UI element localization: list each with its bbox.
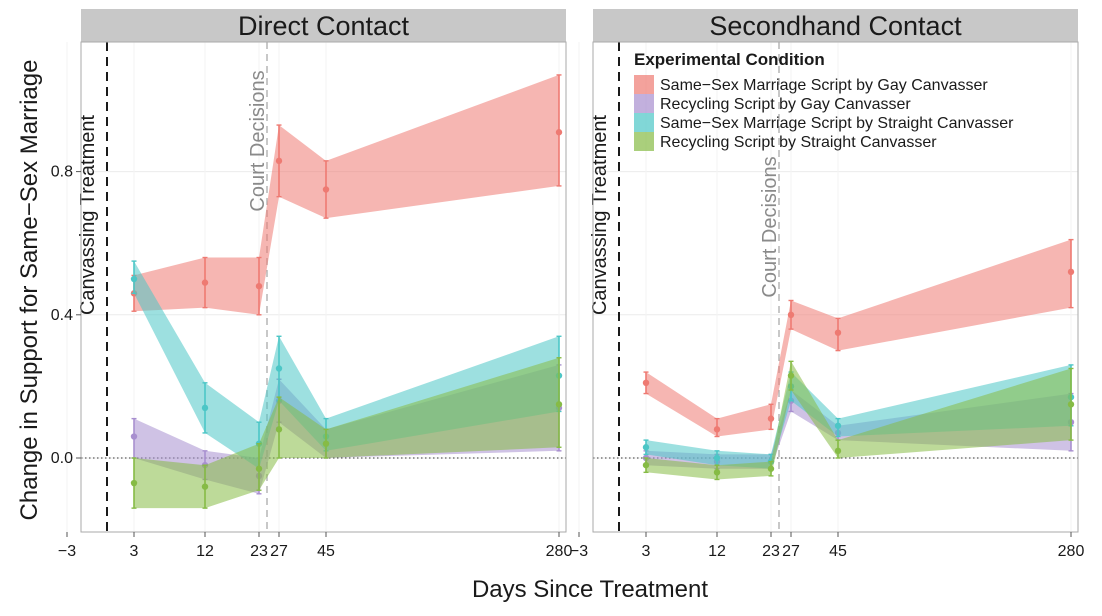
panel-title: Secondhand Contact — [709, 11, 962, 41]
y-tick-label: 0.0 — [51, 450, 73, 467]
data-point — [255, 282, 263, 290]
x-tick-label: −3 — [58, 543, 76, 560]
data-point — [834, 422, 842, 429]
data-point — [201, 279, 209, 286]
y-tick-label: 0.8 — [51, 164, 73, 181]
data-point — [322, 186, 330, 193]
data-point — [130, 275, 138, 283]
x-tick-label: 23 — [250, 543, 268, 560]
legend-label: Same−Sex Marriage Script by Gay Canvasse… — [660, 77, 988, 94]
legend-item: Same−Sex Marriage Script by Gay Canvasse… — [634, 75, 988, 94]
panel-title: Direct Contact — [238, 11, 410, 41]
data-point — [130, 479, 138, 487]
legend-swatch — [634, 75, 654, 94]
legend-item: Recycling Script by Gay Canvasser — [634, 94, 911, 113]
x-tick-label: 280 — [546, 543, 573, 560]
data-point — [713, 454, 721, 462]
data-point — [787, 311, 795, 318]
legend-title: Experimental Condition — [634, 50, 825, 69]
data-point — [275, 157, 283, 165]
data-point — [555, 129, 563, 136]
data-point — [767, 415, 775, 422]
legend-label: Recycling Script by Gay Canvasser — [660, 96, 911, 113]
legend-label: Same−Sex Marriage Script by Straight Can… — [660, 115, 1014, 132]
data-point — [555, 401, 563, 408]
court-decisions-label: Court Decisions — [759, 156, 781, 297]
data-point — [275, 365, 283, 372]
ribbon-series-1 — [646, 239, 1071, 437]
ribbon-series-4 — [646, 361, 1071, 480]
data-point — [130, 433, 138, 440]
data-point — [255, 465, 263, 472]
x-tick-label: 12 — [708, 543, 726, 560]
data-point — [1067, 268, 1075, 276]
panel-secondhand-contact: Secondhand Contact Canvassing Treatment Co… — [570, 9, 1085, 560]
panel-border — [592, 41, 1079, 533]
panel-direct-contact: Direct Contact Canvassing Treatment Court … — [58, 9, 573, 560]
data-point — [642, 461, 650, 469]
x-tick-label: 45 — [829, 543, 847, 560]
x-tick-label: 12 — [196, 543, 214, 560]
panel-border — [80, 41, 567, 533]
data-point — [201, 483, 209, 490]
ribbon-series-3 — [646, 364, 1071, 469]
treatment-line-label: Canvassing Treatment — [589, 115, 611, 316]
legend: Experimental Condition Same−Sex Marriage … — [634, 50, 1014, 151]
data-point — [713, 426, 721, 433]
x-tick-label: 45 — [317, 543, 335, 560]
legend-item: Recycling Script by Straight Canvasser — [634, 132, 937, 151]
data-point — [275, 426, 283, 433]
data-point — [1067, 401, 1075, 408]
data-point — [767, 465, 775, 472]
x-axis-title: Days Since Treatment — [472, 576, 708, 603]
x-tick-label: 3 — [642, 543, 651, 560]
data-point — [787, 372, 795, 379]
x-tick-label: 280 — [1058, 543, 1085, 560]
data-point — [642, 379, 650, 387]
x-tick-label: 27 — [782, 543, 800, 560]
data-point — [834, 447, 842, 455]
treatment-line-label: Canvassing Treatment — [77, 115, 99, 316]
y-axis-title: Change in Support for Same−Sex Marriage — [16, 60, 43, 521]
data-point — [322, 440, 330, 447]
panel-strip — [81, 9, 566, 42]
x-tick-label: 27 — [270, 543, 288, 560]
legend-label: Recycling Script by Straight Canvasser — [660, 134, 937, 151]
data-point — [713, 469, 721, 476]
data-point — [201, 404, 209, 412]
y-tick-label: 0.4 — [51, 307, 73, 324]
ribbon-series-1 — [134, 74, 559, 315]
court-decisions-label: Court Decisions — [247, 70, 269, 211]
legend-swatch — [634, 132, 654, 151]
ribbon-series-4 — [134, 357, 559, 509]
data-point — [642, 444, 650, 451]
data-point — [834, 329, 842, 336]
x-tick-label: 3 — [130, 543, 139, 560]
panel-strip — [593, 9, 1078, 42]
x-tick-label: 23 — [762, 543, 780, 560]
legend-swatch — [634, 94, 654, 113]
legend-item: Same−Sex Marriage Script by Straight Can… — [634, 113, 1014, 132]
legend-swatch — [634, 113, 654, 132]
x-tick-label: −3 — [570, 543, 588, 560]
